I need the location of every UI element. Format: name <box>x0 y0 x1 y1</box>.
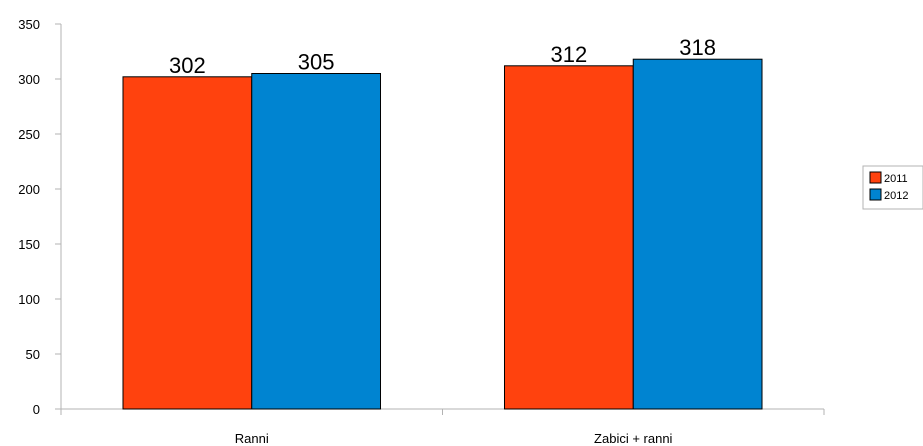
y-tick-label: 350 <box>18 17 40 32</box>
bar-2011-1 <box>503 65 634 410</box>
category-labels: Ranni Zabici + ranni <box>235 431 673 446</box>
data-label: 318 <box>679 35 716 60</box>
legend-label: 2011 <box>884 173 908 185</box>
bars <box>122 58 763 410</box>
y-ticks: 0 50 100 150 200 250 300 350 <box>18 17 61 417</box>
y-tick-label: 50 <box>26 347 40 362</box>
x-ticks <box>60 409 825 415</box>
data-label: 302 <box>169 53 206 78</box>
y-tick-label: 200 <box>18 182 40 197</box>
y-tick-label: 100 <box>18 292 40 307</box>
legend-label: 2012 <box>884 190 908 202</box>
bar-2012-1 <box>632 58 763 410</box>
y-tick-label: 250 <box>18 127 40 142</box>
category-label: Ranni <box>235 431 269 446</box>
y-tick-label: 300 <box>18 72 40 87</box>
bar-2012-0 <box>251 73 382 410</box>
y-tick-label: 150 <box>18 237 40 252</box>
legend: 2011 2012 <box>862 165 923 210</box>
category-label: Zabici + ranni <box>594 431 673 446</box>
legend-swatch <box>869 188 882 201</box>
data-label: 312 <box>551 42 588 67</box>
bar-2011-0 <box>122 76 253 410</box>
data-label: 305 <box>298 50 335 75</box>
data-labels: 302 305 312 318 <box>169 35 716 78</box>
y-tick-label: 0 <box>33 402 40 417</box>
legend-swatch <box>869 171 882 184</box>
